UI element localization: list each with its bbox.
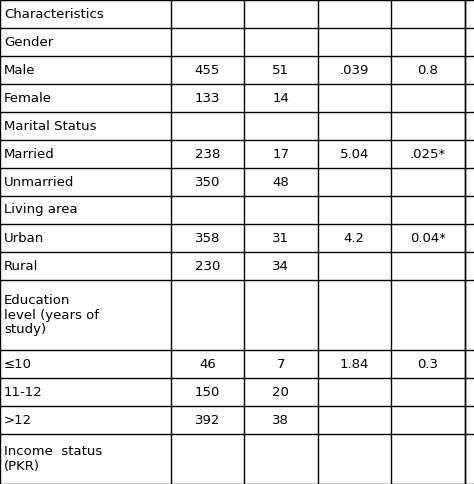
Text: Urban: Urban <box>4 231 44 244</box>
Text: 14: 14 <box>273 91 289 105</box>
Text: 7: 7 <box>277 358 285 370</box>
Text: 1.84: 1.84 <box>340 358 369 370</box>
Text: 34: 34 <box>273 259 289 272</box>
Text: Male: Male <box>4 63 36 76</box>
Text: Marital Status: Marital Status <box>4 120 97 133</box>
Text: 238: 238 <box>195 148 220 161</box>
Text: 38: 38 <box>273 413 289 426</box>
Text: 0.04*: 0.04* <box>410 231 446 244</box>
Text: 0.8: 0.8 <box>417 63 438 76</box>
Text: 31: 31 <box>273 231 289 244</box>
Text: 133: 133 <box>195 91 220 105</box>
Text: Characteristics: Characteristics <box>4 7 104 20</box>
Text: .039: .039 <box>340 63 369 76</box>
Text: 51: 51 <box>273 63 289 76</box>
Text: ≤10: ≤10 <box>4 358 32 370</box>
Text: 455: 455 <box>195 63 220 76</box>
Text: Unmarried: Unmarried <box>4 176 74 188</box>
Text: 46: 46 <box>199 358 216 370</box>
Text: Education
level (years of
study): Education level (years of study) <box>4 293 99 336</box>
Text: 350: 350 <box>195 176 220 188</box>
Text: 17: 17 <box>273 148 289 161</box>
Text: >12: >12 <box>4 413 32 426</box>
Text: 48: 48 <box>273 176 289 188</box>
Text: 392: 392 <box>195 413 220 426</box>
Text: Female: Female <box>4 91 52 105</box>
Text: 5.04: 5.04 <box>340 148 369 161</box>
Text: 358: 358 <box>195 231 220 244</box>
Text: Living area: Living area <box>4 203 78 216</box>
Text: 20: 20 <box>273 385 289 398</box>
Text: 4.2: 4.2 <box>344 231 365 244</box>
Text: 0.3: 0.3 <box>417 358 438 370</box>
Text: Income  status
(PKR): Income status (PKR) <box>4 445 102 473</box>
Text: Gender: Gender <box>4 35 53 48</box>
Text: Married: Married <box>4 148 55 161</box>
Text: 230: 230 <box>195 259 220 272</box>
Text: 11-12: 11-12 <box>4 385 43 398</box>
Text: .025*: .025* <box>410 148 446 161</box>
Text: Rural: Rural <box>4 259 38 272</box>
Text: 150: 150 <box>195 385 220 398</box>
